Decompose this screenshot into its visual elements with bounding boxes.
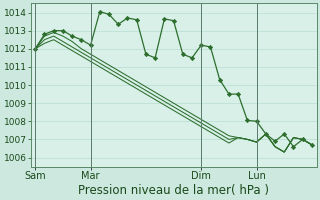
X-axis label: Pression niveau de la mer( hPa ): Pression niveau de la mer( hPa ): [78, 184, 269, 197]
